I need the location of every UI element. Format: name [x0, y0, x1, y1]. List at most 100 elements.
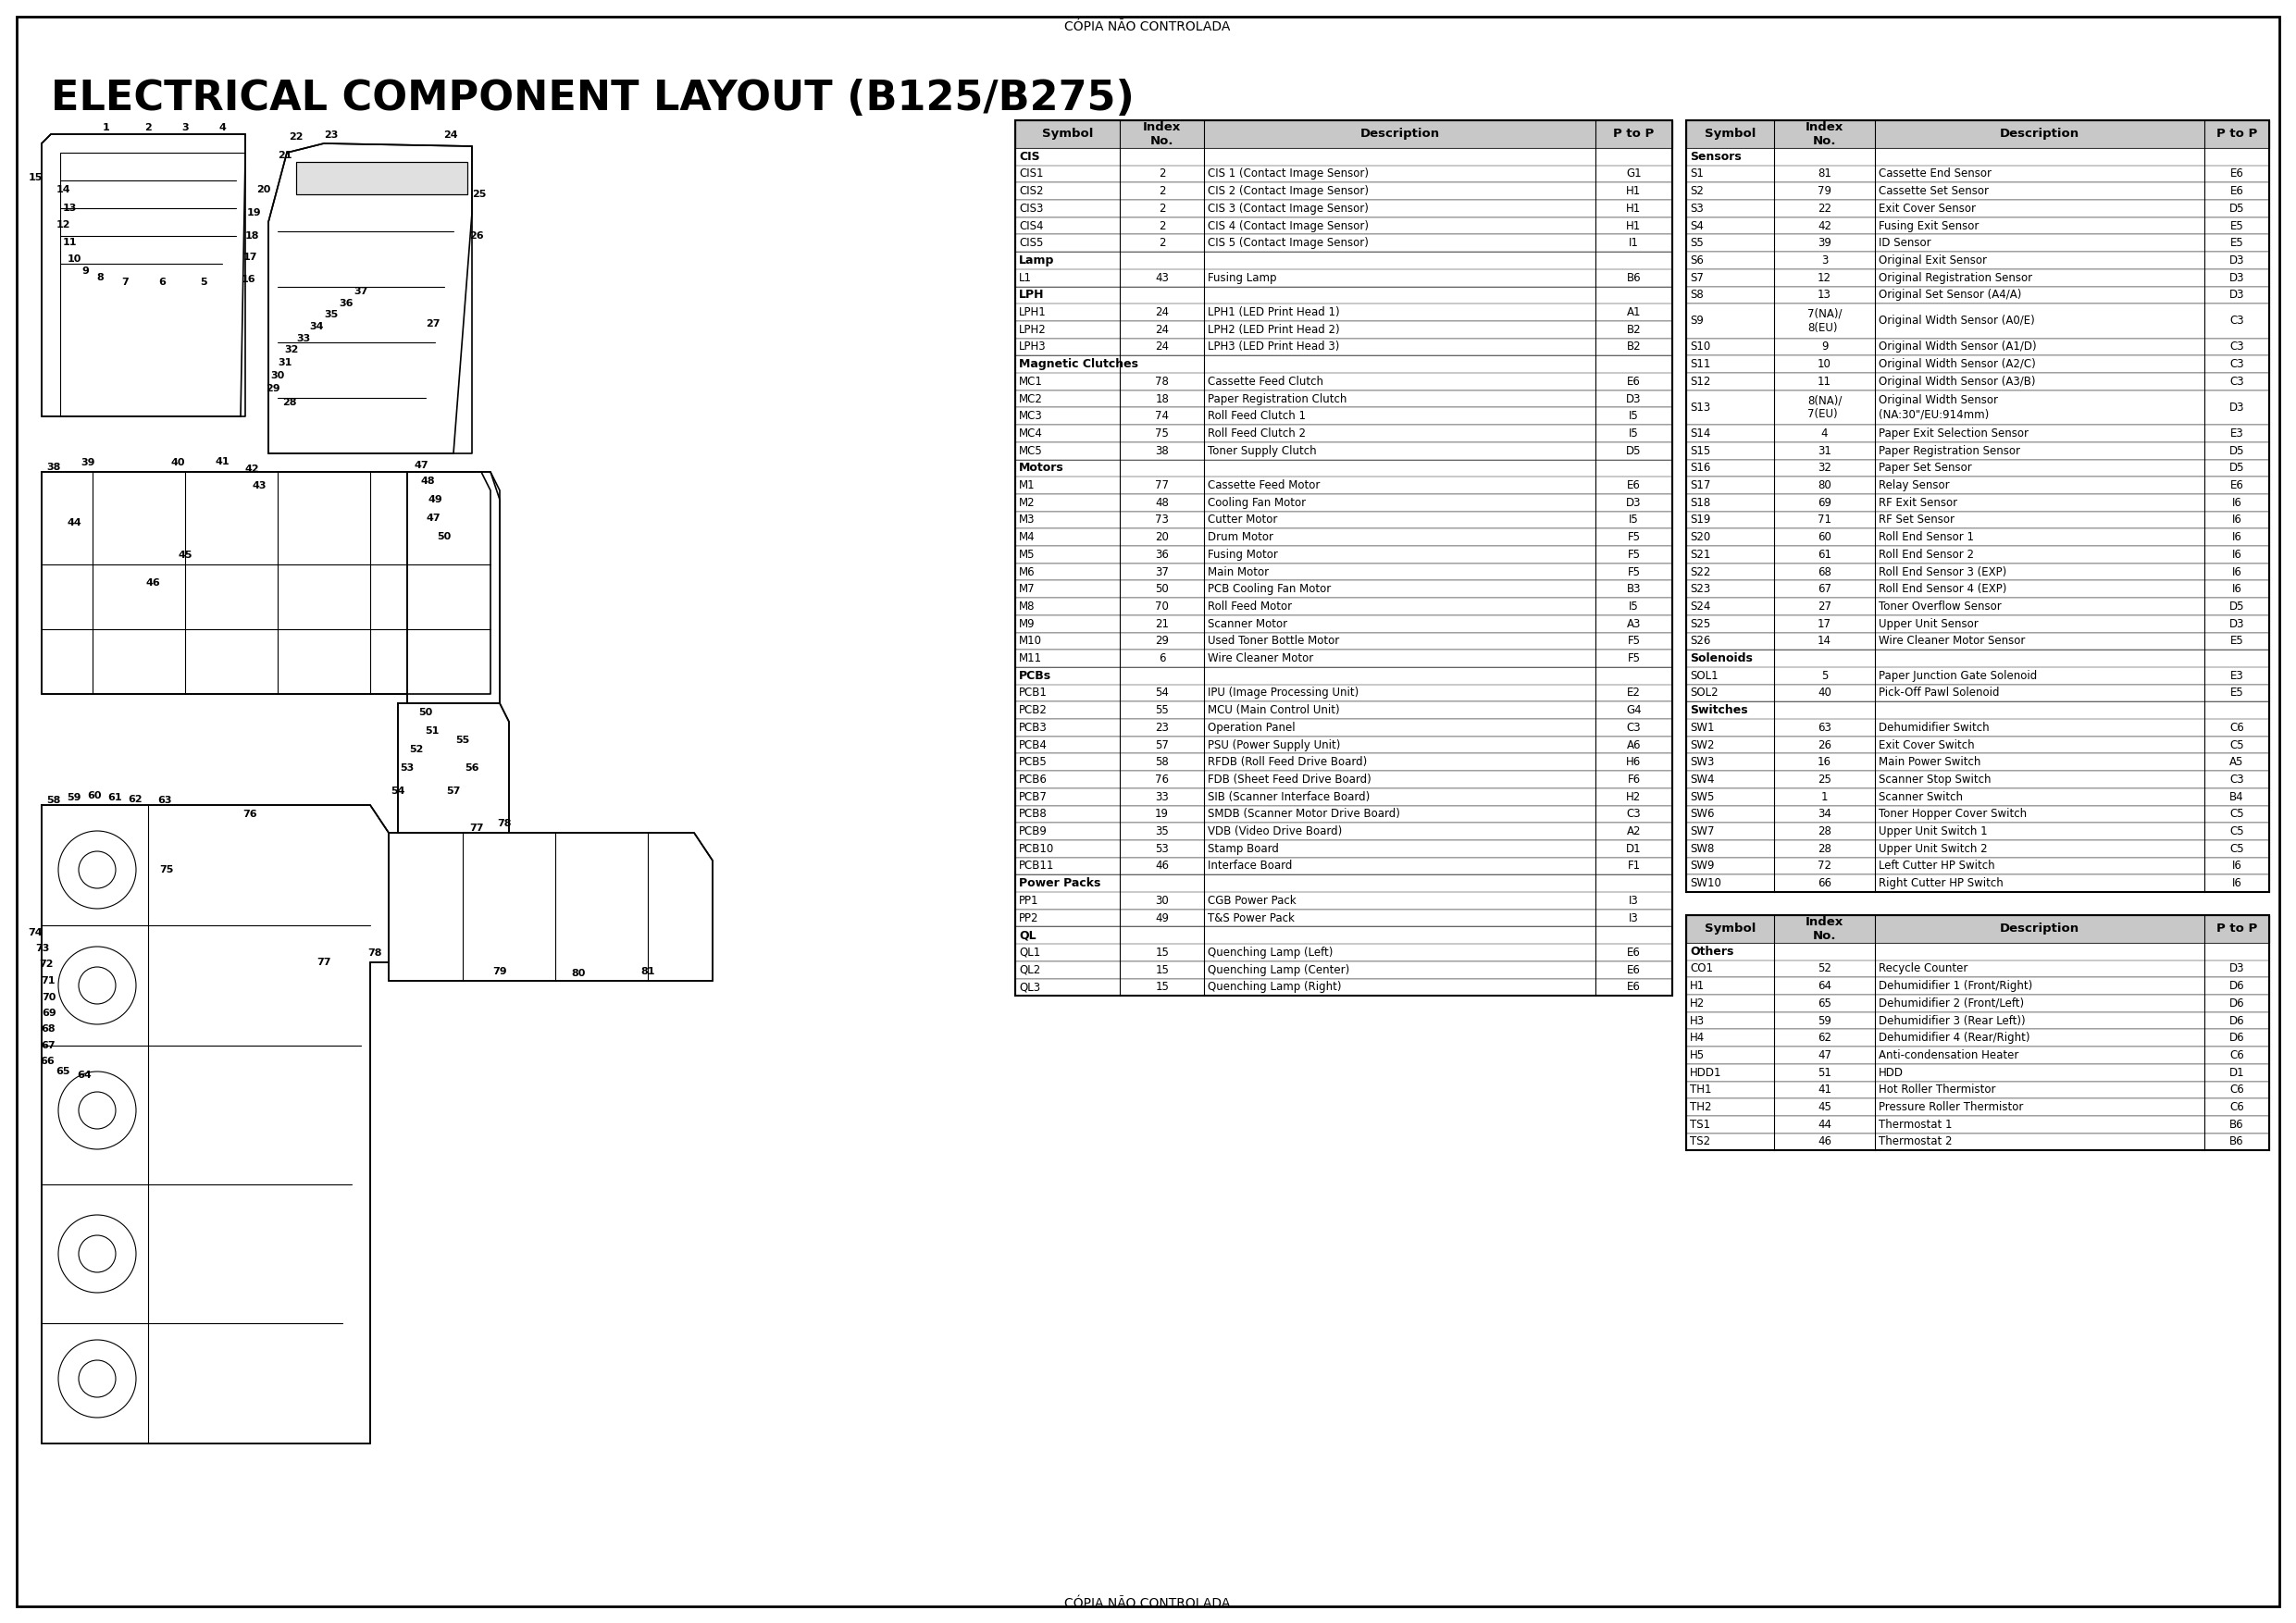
Text: 30: 30: [1155, 894, 1169, 907]
Text: E3: E3: [2229, 670, 2243, 682]
Bar: [1015, 597, 1671, 615]
Text: Fusing Exit Sensor: Fusing Exit Sensor: [1878, 219, 1979, 232]
Text: B3: B3: [1626, 583, 1642, 596]
Bar: [1685, 943, 2268, 961]
Text: H6: H6: [1626, 756, 1642, 768]
Text: Scanner Motor: Scanner Motor: [1208, 618, 1288, 630]
Text: S21: S21: [1690, 549, 1711, 560]
Text: B6: B6: [2229, 1136, 2243, 1147]
Bar: [1685, 823, 2268, 841]
Text: M6: M6: [1019, 566, 1035, 578]
Text: M2: M2: [1019, 497, 1035, 508]
Text: 73: 73: [34, 945, 51, 953]
Text: Dehumidifier 4 (Rear/Right): Dehumidifier 4 (Rear/Right): [1878, 1032, 2030, 1044]
Text: MC4: MC4: [1019, 427, 1042, 440]
Text: S20: S20: [1690, 531, 1711, 544]
Text: S1: S1: [1690, 167, 1704, 180]
Bar: [1685, 441, 2268, 459]
Text: S19: S19: [1690, 514, 1711, 526]
Text: A1: A1: [1626, 307, 1642, 318]
Bar: [1685, 148, 2268, 166]
Text: 27: 27: [1818, 601, 1832, 612]
Text: 44: 44: [67, 518, 80, 527]
Text: M4: M4: [1019, 531, 1035, 544]
Bar: [1015, 166, 1671, 182]
Text: Main Motor: Main Motor: [1208, 566, 1270, 578]
Text: S10: S10: [1690, 341, 1711, 352]
Text: Cutter Motor: Cutter Motor: [1208, 514, 1277, 526]
Text: 65: 65: [1818, 998, 1832, 1010]
Text: LPH: LPH: [1019, 289, 1045, 302]
Text: Original Registration Sensor: Original Registration Sensor: [1878, 271, 2032, 284]
Text: Anti-condensation Heater: Anti-condensation Heater: [1878, 1050, 2018, 1061]
Text: E6: E6: [1628, 964, 1642, 975]
Text: D3: D3: [2229, 962, 2245, 975]
Text: D3: D3: [2229, 618, 2245, 630]
Text: 28: 28: [1818, 842, 1832, 855]
Text: H4: H4: [1690, 1032, 1706, 1044]
Text: 40: 40: [1818, 687, 1832, 700]
Bar: [1015, 979, 1671, 997]
Text: Quenching Lamp (Left): Quenching Lamp (Left): [1208, 946, 1334, 959]
Text: 35: 35: [1155, 826, 1169, 837]
Text: 4: 4: [218, 123, 225, 133]
Bar: [1015, 545, 1671, 563]
Text: Pick-Off Pawl Solenoid: Pick-Off Pawl Solenoid: [1878, 687, 2000, 700]
Bar: [1015, 425, 1671, 441]
Text: D3: D3: [2229, 255, 2245, 266]
Text: Power Packs: Power Packs: [1019, 878, 1100, 889]
Text: 66: 66: [39, 1057, 55, 1066]
Text: PCB4: PCB4: [1019, 738, 1047, 751]
Bar: [1685, 597, 2268, 615]
Bar: [1015, 120, 1671, 148]
Bar: [1685, 286, 2268, 304]
Text: 4: 4: [1821, 427, 1828, 440]
Text: I6: I6: [2232, 514, 2241, 526]
Polygon shape: [406, 472, 501, 703]
Text: PCB2: PCB2: [1019, 704, 1047, 716]
Text: D3: D3: [2229, 271, 2245, 284]
Text: C6: C6: [2229, 1050, 2243, 1061]
Text: PCB Cooling Fan Motor: PCB Cooling Fan Motor: [1208, 583, 1332, 596]
Text: 34: 34: [310, 321, 324, 331]
Text: A3: A3: [1626, 618, 1642, 630]
Text: Cassette Feed Clutch: Cassette Feed Clutch: [1208, 375, 1322, 388]
Bar: [1015, 252, 1671, 269]
Text: 76: 76: [1155, 774, 1169, 786]
Text: VDB (Video Drive Board): VDB (Video Drive Board): [1208, 826, 1343, 837]
Text: CIS 1 (Contact Image Sensor): CIS 1 (Contact Image Sensor): [1208, 167, 1368, 180]
Text: 54: 54: [1155, 687, 1169, 700]
Text: CIS 5 (Contact Image Sensor): CIS 5 (Contact Image Sensor): [1208, 237, 1368, 250]
Text: C5: C5: [2229, 826, 2243, 837]
Text: D5: D5: [2229, 445, 2245, 456]
Text: PSU (Power Supply Unit): PSU (Power Supply Unit): [1208, 738, 1341, 751]
Text: PCB8: PCB8: [1019, 808, 1047, 820]
Text: Scanner Switch: Scanner Switch: [1878, 790, 1963, 803]
Text: 31: 31: [278, 359, 292, 367]
Text: 18: 18: [1155, 393, 1169, 404]
Text: 72: 72: [1818, 860, 1832, 872]
Text: Original Exit Sensor: Original Exit Sensor: [1878, 255, 1986, 266]
Bar: [1015, 927, 1671, 945]
Text: CIS5: CIS5: [1019, 237, 1042, 250]
Text: CIS1: CIS1: [1019, 167, 1042, 180]
Text: 38: 38: [46, 463, 60, 472]
Text: 37: 37: [1155, 566, 1169, 578]
Text: C6: C6: [2229, 1084, 2243, 1096]
Text: Exit Cover Sensor: Exit Cover Sensor: [1878, 203, 1975, 214]
Bar: [1685, 875, 2268, 893]
Text: 71: 71: [41, 975, 55, 985]
Bar: [1685, 995, 2268, 1013]
Text: G4: G4: [1626, 704, 1642, 716]
Text: Upper Unit Sensor: Upper Unit Sensor: [1878, 618, 1979, 630]
Text: Hot Roller Thermistor: Hot Roller Thermistor: [1878, 1084, 1995, 1096]
Text: C3: C3: [2229, 315, 2243, 326]
Text: 1: 1: [1821, 790, 1828, 803]
Text: A5: A5: [2229, 756, 2243, 768]
Text: B6: B6: [1626, 271, 1642, 284]
Text: Roll End Sensor 3 (EXP): Roll End Sensor 3 (EXP): [1878, 566, 2007, 578]
Bar: [1685, 753, 2268, 771]
Text: H1: H1: [1626, 203, 1642, 214]
Text: Original Width Sensor (A1/D): Original Width Sensor (A1/D): [1878, 341, 2037, 352]
Text: H1: H1: [1626, 219, 1642, 232]
